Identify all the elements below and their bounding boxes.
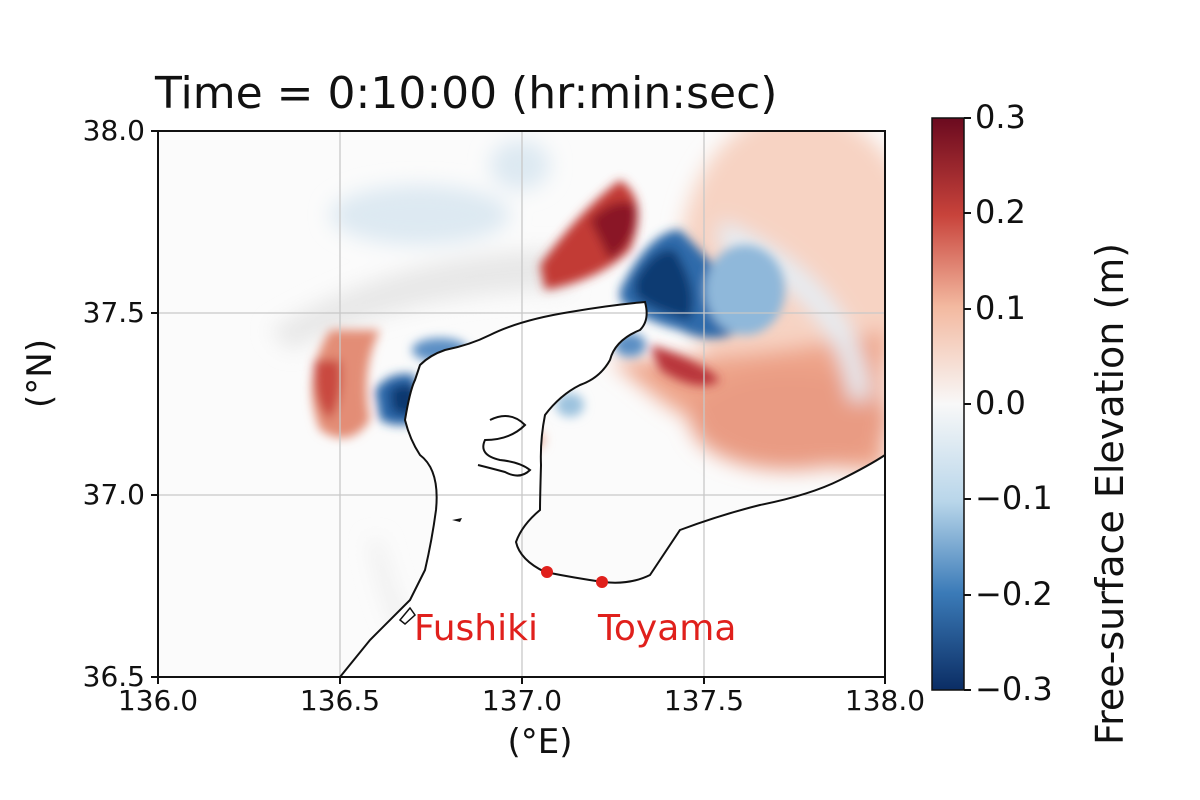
colorbar xyxy=(931,117,965,691)
y-tick-label: 37.5 xyxy=(82,296,145,329)
x-tick-label: 138.0 xyxy=(844,684,926,717)
grid xyxy=(158,131,885,677)
colorbar-tick-label: 0.3 xyxy=(975,98,1026,136)
colorbar-tick-label: 0.2 xyxy=(975,193,1026,231)
plot-title: Time = 0:10:00 (hr:min:sec) xyxy=(155,68,778,119)
x-tick-label: 137.5 xyxy=(663,684,745,717)
x-tick-label: 136.5 xyxy=(299,684,381,717)
x-tick-label: 137.0 xyxy=(481,684,563,717)
y-tick-label: 37.0 xyxy=(82,478,145,511)
colorbar-tick-label: −0.1 xyxy=(975,479,1053,517)
y-axis-label: (°N) xyxy=(20,339,60,408)
station-label-fushiki: Fushiki xyxy=(414,608,538,649)
elevation-field xyxy=(158,131,885,677)
colorbar-tick-label: 0.0 xyxy=(975,384,1026,422)
station-marker-fushiki xyxy=(541,566,553,578)
colorbar-tick-label: −0.2 xyxy=(975,575,1053,613)
x-tick-label: 136.0 xyxy=(117,684,199,717)
y-tick-label: 36.5 xyxy=(82,660,145,693)
y-tick-label: 38.0 xyxy=(82,114,145,147)
coastline xyxy=(339,300,885,677)
colorbar-tick-label: −0.3 xyxy=(975,670,1053,708)
station-marker-toyama xyxy=(596,576,608,588)
colorbar-label: Free-surface Elevation (m) xyxy=(1088,242,1132,745)
colorbar-tick-label: 0.1 xyxy=(975,289,1026,327)
x-axis-label: (°E) xyxy=(507,722,573,762)
station-label-toyama: Toyama xyxy=(598,608,737,649)
